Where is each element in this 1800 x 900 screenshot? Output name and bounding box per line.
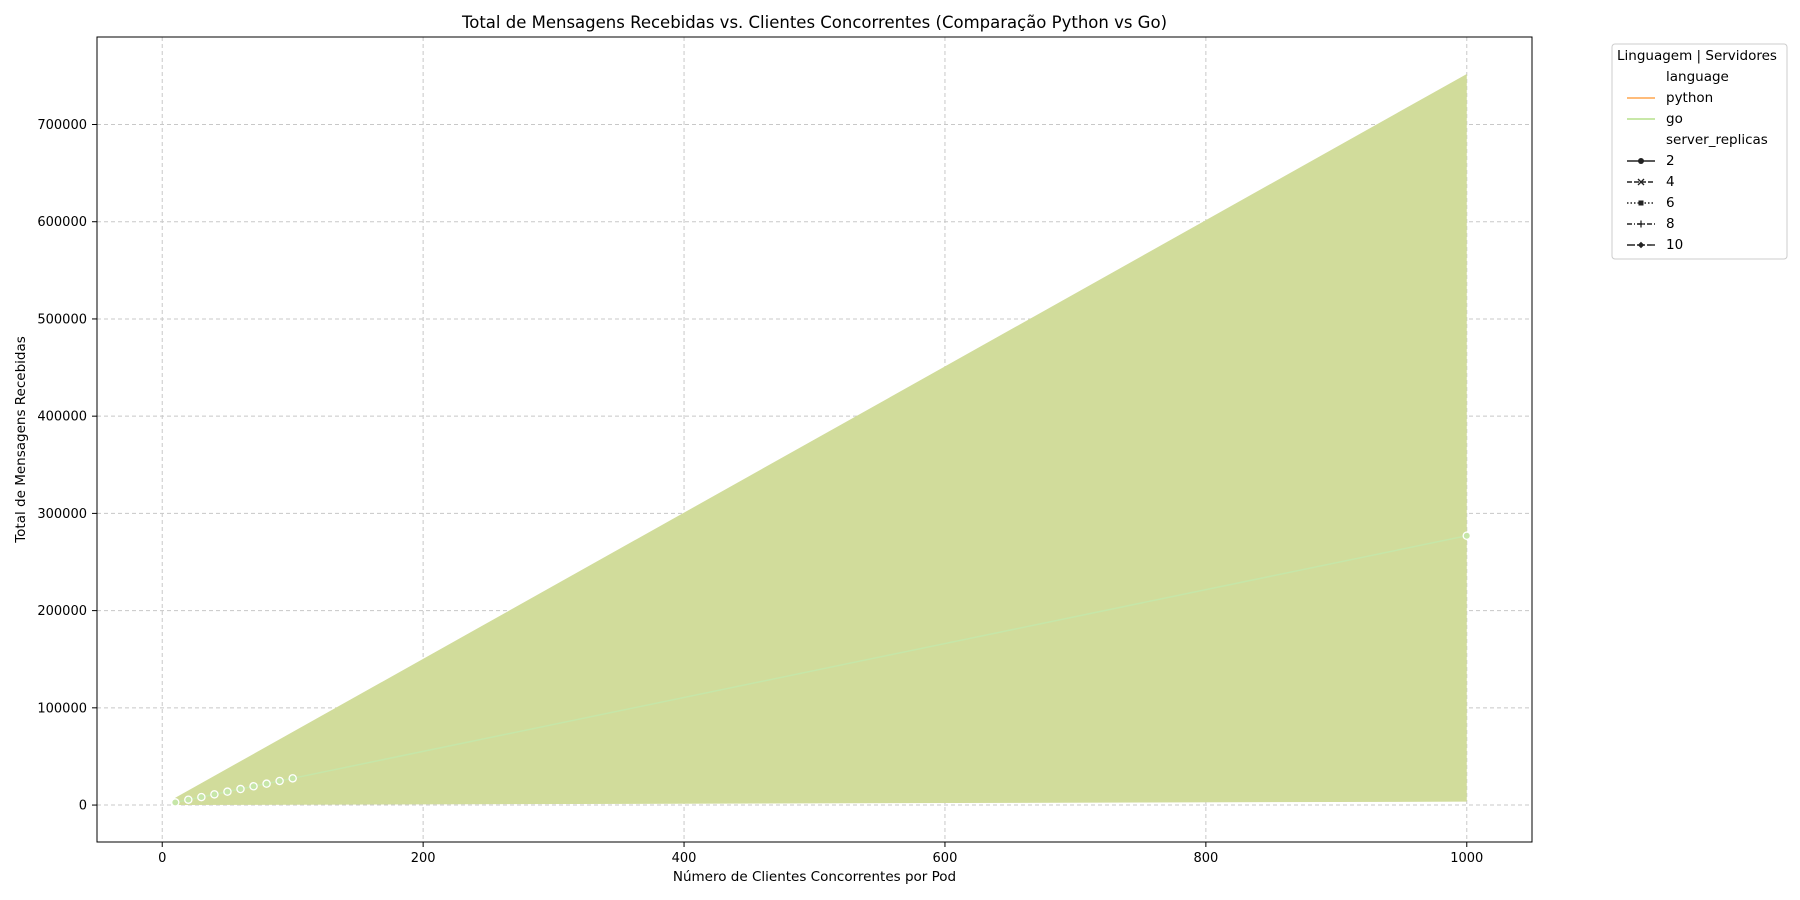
y-tick-label: 200000 [37,604,87,619]
x-tick-label: 0 [158,851,166,866]
data-point [184,795,193,804]
legend-marker-diamond [1637,241,1645,249]
series-layer [171,531,1472,807]
legend-label: language [1666,69,1729,85]
data-point [223,787,232,796]
y-tick-label: 600000 [37,215,87,230]
y-tick-label: 100000 [37,701,87,716]
confidence-band-layer [175,73,1467,806]
y-axis-title: Total de Mensagens Recebidas [13,336,29,544]
x-tick-label: 600 [933,851,958,866]
y-tick-label: 300000 [37,507,87,522]
data-point [171,798,180,807]
legend-label: 2 [1666,153,1675,169]
data-point [288,774,297,783]
x-tick-label: 1000 [1450,851,1483,866]
x-tick-label: 400 [672,851,697,866]
legend-label: 8 [1666,216,1675,232]
legend-label: 4 [1666,174,1675,190]
legend-entries: language python go server_replicas 2 4 6 8 10 [1627,69,1768,253]
legend-title: Linguagem | Servidores [1617,48,1777,64]
legend-marker-x [1637,178,1645,186]
data-point [249,782,258,791]
plot-frame [96,36,1533,843]
y-tick-label: 400000 [37,410,87,425]
chart-title: Total de Mensagens Recebidas vs. Cliente… [461,13,1167,32]
legend-box [1611,43,1788,260]
y-axis: 0 100000 200000 300000 400000 500000 600000 700… [37,118,97,814]
data-point [1462,531,1472,541]
y-tick-label: 700000 [37,118,87,133]
legend-label: 6 [1666,195,1675,211]
x-axis-title: Número de Clientes Concorrentes por Pod [673,869,956,885]
legend-label: server_replicas [1666,132,1768,148]
x-tick-label: 800 [1193,851,1218,866]
legend-label: 10 [1666,237,1683,253]
data-point [236,784,245,794]
y-tick-label: 500000 [37,312,87,327]
data-point [197,792,206,802]
legend-marker-circle [1638,158,1644,164]
x-axis: 0 200 400 600 800 1000 [158,842,1483,866]
legend-label: go [1666,111,1683,127]
x-tick-label: 200 [411,851,436,866]
data-point [262,779,271,788]
legend-marker-square [1638,200,1644,206]
legend: Linguagem | Servidores language python go s… [1611,43,1788,260]
confidence-band [175,73,1467,806]
data-point [210,790,219,799]
y-tick-label: 0 [79,799,87,814]
legend-label: python [1666,90,1713,106]
data-point [275,776,284,786]
